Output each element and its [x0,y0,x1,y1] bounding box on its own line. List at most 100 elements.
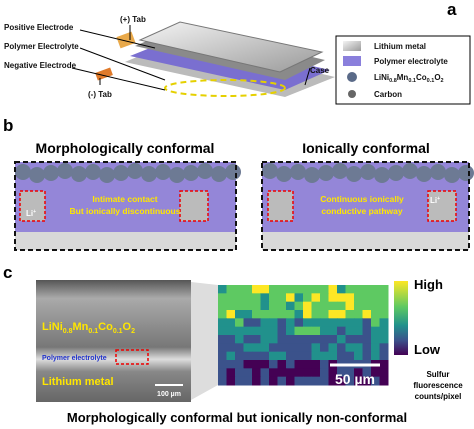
map-pixel [328,376,338,386]
particle [416,166,432,182]
map-pixel [260,360,270,369]
map-pixel [328,318,338,328]
map-pixel [328,326,338,336]
unit-label: fluorescence [413,381,463,390]
map-pixel [277,343,287,353]
map-pixel [243,326,253,336]
map-pixel [311,343,321,353]
map-pixel [218,318,227,328]
map-pixel [354,301,363,311]
map-pixel [286,293,295,303]
caption: Morphologically conformal but ionically … [67,410,407,425]
map-pixel [286,285,295,294]
map-pixel [362,368,372,378]
tab-label: (-) Tab [88,90,112,99]
map-pixel [269,343,278,353]
map-pixel [243,310,253,319]
map-pixel [252,360,261,369]
map-pixel [303,318,312,328]
annotation: Continuous ionically [320,194,404,204]
annotation: conductive pathway [321,206,403,216]
map-pixel [354,343,363,353]
particle [155,164,171,180]
map-pixel [337,368,346,378]
map-pixel [354,376,363,386]
legend-label: Carbon [374,90,402,99]
map-pixel [243,376,253,386]
map-pixel [337,301,346,311]
map-pixel [337,376,346,386]
map-pixel [235,335,244,344]
map-pixel [218,301,227,311]
map-pixel [303,326,312,336]
map-pixel [337,326,346,336]
ion-label: Li+ [430,196,440,205]
particle [332,163,348,179]
map-pixel [328,343,338,353]
map-pixel [260,351,270,361]
map-pixel [286,368,295,378]
map-pixel [337,351,346,361]
tab-label: (+) Tab [120,15,146,24]
map-pixel [260,326,270,336]
map-pixel [243,360,253,369]
map-pixel [379,368,389,378]
layer-label: Lithium metal [42,376,114,388]
map-pixel [371,376,380,386]
map-pixel [260,376,270,386]
particle [360,164,376,180]
map-pixel [235,310,244,319]
map-pixel [218,376,227,386]
map-pixel [379,376,389,386]
particle [127,163,143,179]
map-pixel [294,360,304,369]
particle [99,167,115,183]
panel-title: Ionically conformal [302,140,430,156]
map-pixel [286,351,295,361]
particle [346,166,362,182]
map-pixel [303,368,312,378]
map-pixel [311,293,321,303]
map-pixel [294,310,304,319]
map-pixel [277,318,287,328]
callout: Case [310,66,330,75]
map-pixel [260,301,270,311]
map-pixel [320,343,329,353]
map-pixel [226,351,236,361]
panel-label: c [3,263,12,282]
map-pixel [294,351,304,361]
particle [113,165,129,181]
map-pixel [226,326,236,336]
map-pixel [226,318,236,328]
particle [29,167,45,183]
map-pixel [286,335,295,344]
particle [183,165,199,181]
map-pixel [294,343,304,353]
map-pixel [354,326,363,336]
map-pixel [345,376,355,386]
map-pixel [320,285,329,294]
map-pixel [286,326,295,336]
map-pixel [311,376,321,386]
map-pixel [277,368,287,378]
map-pixel [226,285,236,294]
map-pixel [379,326,389,336]
map-pixel [235,376,244,386]
map-pixel [260,293,270,303]
particle [57,163,73,179]
map-pixel [303,360,312,369]
map-pixel [311,301,321,311]
map-pixel [311,368,321,378]
map-pixel [379,318,389,328]
map-pixel [294,293,304,303]
map-pixel [243,368,253,378]
map-pixel [345,343,355,353]
map-pixel [345,310,355,319]
map-pixel [379,351,389,361]
map-pixel [303,343,312,353]
map-pixel [226,293,236,303]
map-pixel [286,301,295,311]
map-pixel [371,301,380,311]
map-pixel [252,368,261,378]
map-pixel [243,301,253,311]
